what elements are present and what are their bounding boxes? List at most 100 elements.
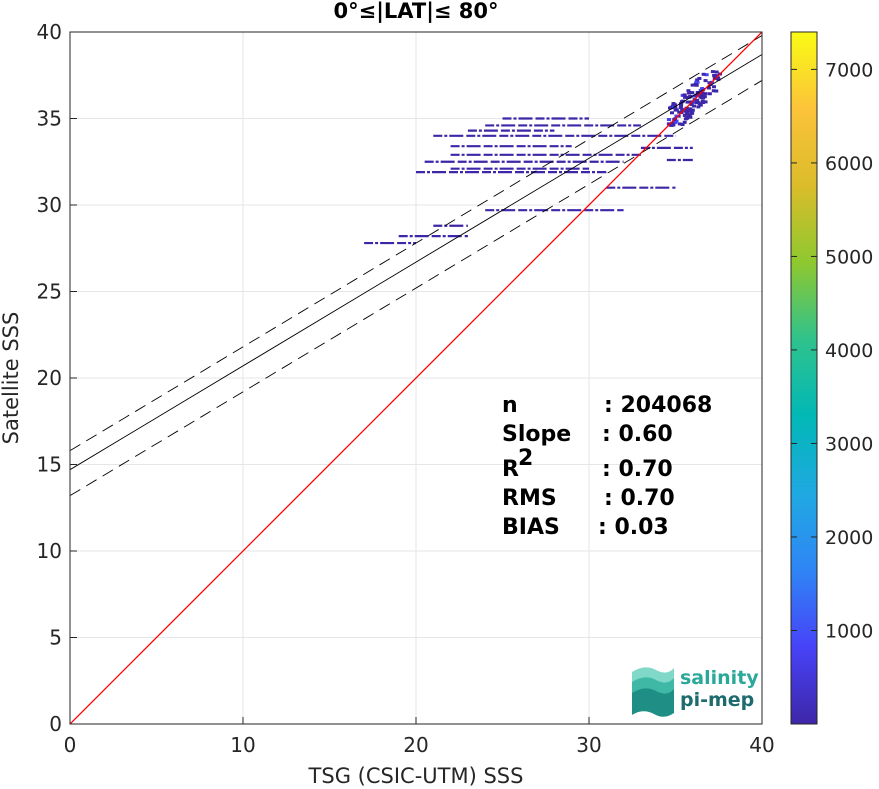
- density-cell: [697, 102, 702, 106]
- density-cell: [695, 78, 700, 82]
- density-cell: [679, 104, 684, 108]
- density-cell: [689, 102, 694, 106]
- density-cell: [671, 123, 676, 127]
- density-cell: [678, 106, 683, 110]
- x-tick-label: 20: [403, 733, 428, 757]
- fit-line: [70, 54, 762, 471]
- y-tick-label: 30: [37, 193, 62, 217]
- density-cell: [707, 92, 712, 96]
- density-cell: [686, 114, 691, 118]
- colorbar-tick-label: 5000: [825, 246, 873, 268]
- stat-value: : 204068: [604, 393, 712, 418]
- density-cell: [703, 79, 708, 83]
- wave-logo-icon: [632, 667, 674, 717]
- density-cell: [700, 101, 705, 105]
- density-cell: [697, 76, 702, 80]
- density-cell: [679, 100, 684, 104]
- density-cell: [680, 93, 685, 97]
- y-tick-label: 10: [37, 539, 62, 563]
- chart-title: 0°≤|LAT|≤ 80°: [333, 0, 498, 24]
- density-cell: [700, 99, 705, 103]
- density-cell: [708, 83, 713, 87]
- density-cell: [690, 108, 695, 112]
- y-axis-label: Satellite SSS: [0, 312, 23, 445]
- density-cell: [685, 100, 690, 104]
- x-axis-ticks: 0 10 20 30 40: [64, 717, 775, 757]
- colorbar-tick-label: 1000: [825, 620, 873, 642]
- x-tick-label: 30: [576, 733, 601, 757]
- stat-value: : 0.60: [602, 422, 673, 447]
- density-cell: [669, 111, 674, 115]
- logo-line2: pi-mep: [680, 689, 754, 711]
- density-cell: [688, 108, 693, 112]
- density-cell: [683, 117, 688, 121]
- y-tick-label: 20: [37, 366, 62, 390]
- x-tick-label: 40: [749, 733, 774, 757]
- density-cell: [689, 111, 694, 115]
- x-tick-label: 10: [230, 733, 255, 757]
- y-tick-label: 25: [37, 280, 62, 304]
- density-cell: [701, 72, 706, 76]
- colorbar-tick-label: 2000: [825, 527, 873, 549]
- density-cell: [690, 91, 695, 95]
- colorbar-tick-label: 3000: [825, 433, 873, 455]
- density-cell: [704, 73, 709, 77]
- density-cell: [677, 110, 682, 114]
- y-axis-ticks: 0 5 10 15 20 25 30 35 40: [37, 20, 77, 736]
- logo-line1: salinity: [680, 667, 759, 689]
- density-cell: [693, 82, 698, 86]
- density-cell: [667, 118, 672, 122]
- stat-label: BIAS: [502, 515, 560, 540]
- density-cell: [683, 95, 688, 99]
- density-cell: [684, 111, 689, 115]
- y-tick-label: 40: [37, 20, 62, 44]
- density-cell: [682, 93, 687, 97]
- density-cell: [711, 89, 716, 93]
- density-cell: [686, 89, 691, 93]
- density-cell: [703, 92, 708, 96]
- x-tick-label: 0: [64, 733, 77, 757]
- density-cell: [685, 95, 690, 99]
- colorbar-ticks: 1000 2000 3000 4000 5000 6000 7000: [791, 59, 873, 642]
- density-cell: [694, 93, 699, 97]
- density-cell: [702, 95, 707, 99]
- stat-label: n: [502, 393, 518, 418]
- density-cell: [670, 121, 675, 125]
- colorbar: [790, 31, 818, 725]
- density-cell: [674, 119, 679, 123]
- fit-lower-line: [70, 80, 762, 497]
- y-tick-label: 35: [37, 107, 62, 131]
- density-cell: [714, 70, 719, 74]
- density-cell: [686, 108, 691, 112]
- x-axis-label: TSG (CSIC-UTM) SSS: [308, 764, 524, 788]
- density-cell: [711, 85, 716, 89]
- density-cell: [680, 123, 685, 127]
- density-cell: [682, 113, 687, 117]
- stat-value: : 0.70: [602, 457, 673, 482]
- density-cell: [714, 89, 719, 93]
- colorbar-tick-label: 7000: [825, 59, 873, 81]
- density-cell: [673, 103, 678, 107]
- y-tick-label: 0: [49, 712, 62, 736]
- density-cell: [706, 86, 711, 90]
- density-cell: [695, 90, 700, 94]
- density-cell: [698, 88, 703, 92]
- fit-upper-line: [70, 35, 762, 452]
- stat-value: : 0.70: [604, 486, 675, 511]
- density-cell: [677, 122, 682, 126]
- identity-line: [70, 32, 762, 724]
- density-cell: [688, 100, 693, 104]
- density-cell: [673, 106, 678, 110]
- salinity-pi-mep-logo: salinity pi-mep: [632, 667, 759, 717]
- density-cell: [687, 91, 692, 95]
- fit-lines: [70, 32, 762, 724]
- density-cell: [680, 108, 685, 112]
- stat-label: Slope: [502, 422, 571, 447]
- density-cell: [670, 104, 675, 108]
- density-points: [364, 70, 723, 245]
- density-cell: [695, 98, 700, 102]
- density-cell: [678, 102, 683, 106]
- density-cell: [698, 93, 703, 97]
- stat-value: : 0.03: [598, 515, 669, 540]
